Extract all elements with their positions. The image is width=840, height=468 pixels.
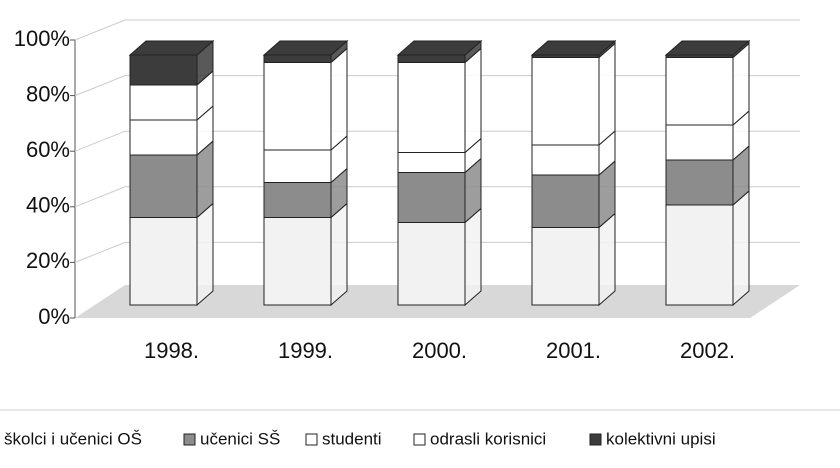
bar-face [128, 40, 215, 56]
bar-segment [397, 207, 482, 307]
y-tick-label: 80% [26, 81, 70, 106]
bar-face [665, 57, 734, 126]
bar-segment [397, 47, 482, 154]
bar-segment [396, 39, 483, 64]
x-tick-label: 1999. [278, 338, 333, 363]
legend-marker [413, 433, 426, 446]
bar-face [464, 47, 482, 154]
bar-face [531, 57, 600, 146]
bar-segment [531, 159, 616, 229]
bar-face [397, 172, 466, 223]
bar-face [397, 62, 466, 153]
bar-face [129, 84, 198, 121]
bar-face [397, 222, 466, 306]
bar-face [397, 152, 466, 173]
bar-face [397, 54, 466, 63]
bar-segment [263, 202, 348, 307]
bar-face [598, 42, 616, 147]
legend-label: kolektivni upisi [606, 429, 716, 448]
bar-face [396, 40, 483, 56]
bar-face [665, 204, 734, 306]
bar-face [330, 47, 348, 152]
bar-face [665, 159, 734, 206]
legend-marker [589, 433, 602, 446]
bar-segment [128, 39, 215, 87]
bar-segment [665, 144, 750, 207]
x-tick-label: 2000. [412, 338, 467, 363]
bar-segment [129, 69, 214, 122]
bar-face [732, 189, 750, 307]
bar-segment [397, 157, 482, 224]
bar-face [598, 212, 616, 307]
legend-label: odrasli korisnici [430, 429, 546, 448]
legend-label: studenti [322, 429, 382, 448]
bar-face [263, 62, 332, 151]
legend-marker [183, 433, 196, 446]
y-tick-label: 100% [14, 26, 70, 51]
y-tick-label: 60% [26, 137, 70, 162]
bar-face [263, 149, 332, 183]
bar-segment [531, 42, 616, 147]
bar-face [262, 40, 349, 56]
legend-label: učenici SŠ [200, 429, 280, 448]
bar-segment [262, 39, 349, 64]
bar-face [664, 40, 751, 56]
bar-segment [129, 202, 214, 307]
bar-face [464, 207, 482, 307]
bar-face [665, 124, 734, 161]
bar-face [531, 144, 600, 176]
bar-segment [263, 47, 348, 152]
bar-segment [263, 167, 348, 219]
bar-segment [530, 39, 617, 59]
bar-face [530, 40, 617, 56]
bar-face [129, 217, 198, 306]
bar-segment [665, 42, 750, 127]
bar-face [330, 202, 348, 307]
y-tick-label: 0% [38, 304, 70, 329]
bar-face [263, 54, 332, 63]
bar-face [129, 54, 198, 86]
bar-face [531, 227, 600, 306]
y-tick-label: 40% [26, 193, 70, 218]
bar-face [531, 174, 600, 228]
legend-marker [305, 433, 318, 446]
legend-label: školci i učenici OŠ [4, 429, 142, 448]
x-tick-label: 2001. [546, 338, 601, 363]
bar-face [196, 202, 214, 307]
y-tick-label: 20% [26, 248, 70, 273]
bar-segment [531, 129, 616, 177]
bar-segment [397, 137, 482, 174]
grid-line [74, 19, 800, 41]
bar-segment [263, 134, 348, 184]
bar-face [263, 182, 332, 218]
x-tick-label: 1998. [144, 338, 199, 363]
bar-face [129, 154, 198, 218]
x-tick-label: 2002. [680, 338, 735, 363]
bar-face [263, 217, 332, 306]
bar-face [129, 119, 198, 156]
bar-segment [531, 212, 616, 307]
bar-segment [664, 39, 751, 59]
bar-segment [665, 189, 750, 307]
